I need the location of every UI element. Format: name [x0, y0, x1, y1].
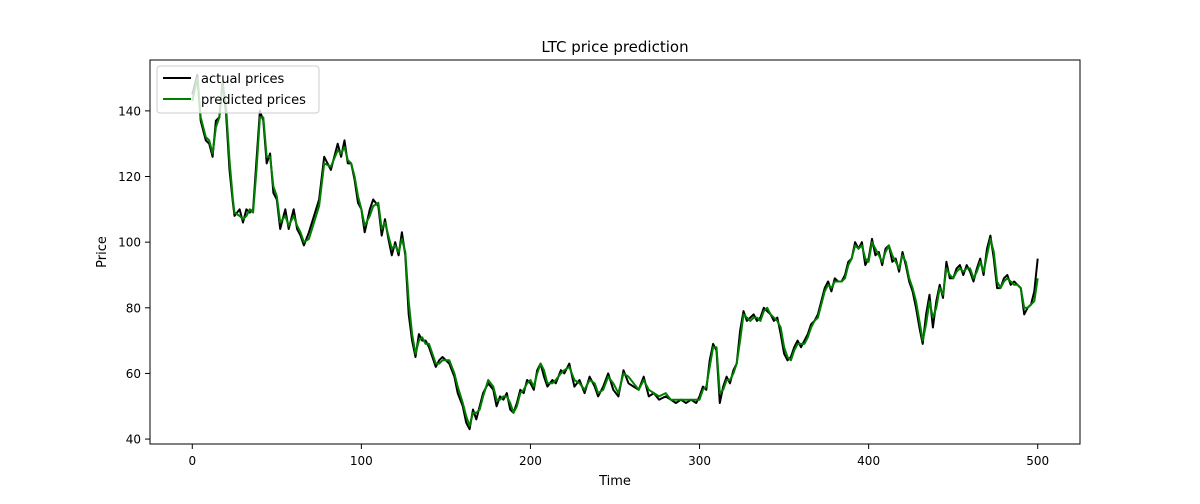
y-tick-label: 60 — [126, 367, 141, 381]
legend-box — [156, 65, 320, 114]
x-tick-label: 200 — [519, 454, 542, 468]
y-tick-label: 120 — [118, 170, 141, 184]
y-tick-label: 140 — [118, 104, 141, 118]
plot-area-frame — [149, 59, 1081, 445]
series-line-predicted-prices — [191, 77, 1039, 427]
x-tick-label: 400 — [857, 454, 880, 468]
x-axis-ticks: 0 100 200 300 400 500 — [188, 444, 1049, 468]
legend-label-actual-prices: actual prices — [201, 72, 285, 87]
legend-label-predicted-prices: predicted prices — [201, 93, 306, 108]
y-axis-label: Price — [95, 236, 110, 268]
y-tick-label: 80 — [126, 301, 141, 315]
x-tick-label: 0 — [188, 454, 196, 468]
x-axis-label: Time — [598, 474, 631, 489]
y-tick-label: 40 — [126, 433, 141, 447]
x-tick-label: 300 — [688, 454, 711, 468]
x-tick-label: 100 — [350, 454, 373, 468]
chart-title: LTC price prediction — [541, 38, 688, 56]
y-tick-label: 100 — [118, 236, 141, 250]
legend: actual prices predicted prices — [156, 65, 320, 114]
x-tick-label: 500 — [1026, 454, 1049, 468]
y-axis-ticks: 40 60 80 100 120 140 — [118, 104, 150, 447]
plot-lines — [191, 73, 1039, 431]
